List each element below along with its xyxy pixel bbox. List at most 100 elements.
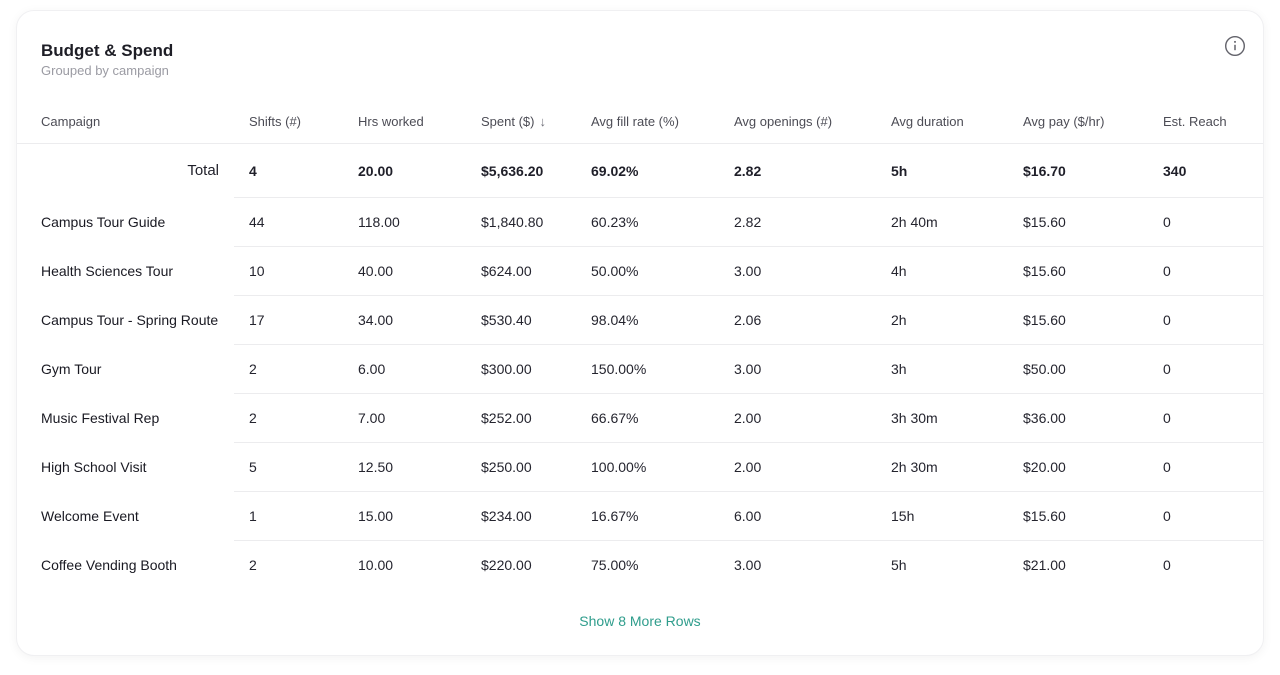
cell-hrs-worked: 10.00 (358, 557, 394, 573)
column-header-spent[interactable]: Spent ($) ↓ (466, 114, 576, 129)
campaign-name: Welcome Event (41, 507, 139, 524)
cell-avg-openings: 3.00 (734, 557, 762, 573)
campaign-name: Coffee Vending Booth (41, 556, 177, 573)
cell-spent: $250.00 (481, 459, 532, 475)
table-row: Welcome Event 1 15.00 $234.00 16.67% 6.0… (17, 491, 1263, 540)
cell-spent: $252.00 (481, 410, 532, 426)
cell-avg-pay: $21.00 (1023, 557, 1066, 573)
column-header-campaign[interactable]: Campaign (17, 114, 234, 143)
table-row: Campus Tour - Spring Route 17 34.00 $530… (17, 295, 1263, 344)
cell-avg-pay: $36.00 (1023, 410, 1066, 426)
sort-arrow-down-icon: ↓ (539, 114, 546, 129)
table-row: Gym Tour 2 6.00 $300.00 150.00% 3.00 3h … (17, 344, 1263, 393)
column-header-label: Spent ($) (481, 114, 535, 129)
cell-est-reach: 0 (1163, 410, 1171, 426)
column-header-label: Campaign (41, 114, 101, 129)
cell-avg-openings: 2.00 (734, 410, 762, 426)
table-row: Coffee Vending Booth 2 10.00 $220.00 75.… (17, 540, 1263, 589)
cell-avg-fill-rate: 100.00% (591, 459, 647, 475)
total-shifts: 4 (249, 162, 257, 179)
cell-avg-duration: 2h (891, 312, 907, 328)
table-header-row: Campaign Shifts (#) Hrs worked Spent ($)… (17, 79, 1263, 144)
campaign-name: Campus Tour Guide (41, 213, 166, 230)
cell-avg-openings: 3.00 (734, 361, 762, 377)
cell-avg-fill-rate: 75.00% (591, 557, 639, 573)
cell-spent: $300.00 (481, 361, 532, 377)
cell-hrs-worked: 12.50 (358, 459, 394, 475)
table-row: High School Visit 5 12.50 $250.00 100.00… (17, 442, 1263, 491)
page-title: Budget & Spend (41, 41, 174, 60)
cell-spent: $1,840.80 (481, 214, 544, 230)
cell-est-reach: 0 (1163, 312, 1171, 328)
cell-avg-pay: $15.60 (1023, 263, 1066, 279)
cell-avg-pay: $15.60 (1023, 508, 1066, 524)
cell-shifts: 2 (249, 557, 257, 573)
cell-spent: $624.00 (481, 263, 532, 279)
cell-shifts: 44 (249, 214, 265, 230)
table-row: Campus Tour Guide 44 118.00 $1,840.80 60… (17, 197, 1263, 246)
cell-hrs-worked: 15.00 (358, 508, 394, 524)
column-header-avg-duration[interactable]: Avg duration (891, 114, 964, 129)
table-body: Campus Tour Guide 44 118.00 $1,840.80 60… (17, 197, 1263, 589)
cell-est-reach: 0 (1163, 508, 1171, 524)
cell-est-reach: 0 (1163, 361, 1171, 377)
cell-est-reach: 0 (1163, 459, 1171, 475)
cell-hrs-worked: 40.00 (358, 263, 394, 279)
cell-hrs-worked: 34.00 (358, 312, 394, 328)
cell-shifts: 10 (249, 263, 265, 279)
cell-avg-openings: 6.00 (734, 508, 762, 524)
column-header-shifts[interactable]: Shifts (#) (249, 114, 302, 129)
cell-est-reach: 0 (1163, 557, 1171, 573)
cell-hrs-worked: 6.00 (358, 361, 386, 377)
column-header-avg-openings[interactable]: Avg openings (#) (734, 114, 833, 129)
column-header-avg-pay[interactable]: Avg pay ($/hr) (1023, 114, 1105, 129)
cell-avg-duration: 2h 40m (891, 214, 938, 230)
total-spent: $5,636.20 (481, 162, 544, 179)
cell-avg-fill-rate: 16.67% (591, 508, 639, 524)
cell-shifts: 5 (249, 459, 257, 475)
budget-spend-table: Campaign Shifts (#) Hrs worked Spent ($)… (17, 79, 1263, 629)
campaign-name: Gym Tour (41, 360, 102, 377)
cell-spent: $220.00 (481, 557, 532, 573)
cell-avg-pay: $15.60 (1023, 312, 1066, 328)
cell-avg-duration: 3h (891, 361, 907, 377)
column-header-hrs-worked[interactable]: Hrs worked (358, 114, 424, 129)
total-avg-pay: $16.70 (1023, 162, 1066, 179)
total-hrs-worked: 20.00 (358, 162, 394, 179)
cell-shifts: 17 (249, 312, 265, 328)
campaign-name: Campus Tour - Spring Route (41, 311, 219, 328)
total-avg-openings: 2.82 (734, 162, 762, 179)
budget-spend-card: Budget & Spend Grouped by campaign Campa… (16, 10, 1264, 656)
cell-avg-duration: 4h (891, 263, 907, 279)
cell-avg-fill-rate: 98.04% (591, 312, 639, 328)
column-header-avg-fill-rate[interactable]: Avg fill rate (%) (591, 114, 679, 129)
page-subtitle: Grouped by campaign (41, 63, 169, 78)
cell-shifts: 1 (249, 508, 257, 524)
cell-avg-openings: 2.82 (734, 214, 762, 230)
column-header-est-reach[interactable]: Est. Reach (1163, 114, 1227, 129)
cell-shifts: 2 (249, 361, 257, 377)
cell-spent: $234.00 (481, 508, 532, 524)
cell-avg-pay: $20.00 (1023, 459, 1066, 475)
cell-avg-openings: 2.06 (734, 312, 762, 328)
cell-avg-fill-rate: 50.00% (591, 263, 639, 279)
cell-avg-openings: 2.00 (734, 459, 762, 475)
total-avg-fill-rate: 69.02% (591, 162, 639, 179)
cell-avg-duration: 2h 30m (891, 459, 938, 475)
campaign-name: Health Sciences Tour (41, 262, 174, 279)
cell-hrs-worked: 118.00 (358, 214, 400, 230)
cell-avg-duration: 15h (891, 508, 915, 524)
cell-shifts: 2 (249, 410, 257, 426)
cell-est-reach: 0 (1163, 263, 1171, 279)
cell-avg-pay: $15.60 (1023, 214, 1066, 230)
total-row: Total 4 20.00 $5,636.20 69.02% 2.82 5h $… (17, 144, 1263, 197)
cell-avg-duration: 3h 30m (891, 410, 938, 426)
info-button[interactable] (1223, 35, 1247, 59)
cell-avg-fill-rate: 60.23% (591, 214, 639, 230)
show-more-rows-button[interactable]: Show 8 More Rows (579, 613, 701, 629)
cell-avg-openings: 3.00 (734, 263, 762, 279)
total-row-label: Total (187, 162, 219, 179)
card-header: Budget & Spend Grouped by campaign (17, 11, 1263, 79)
table-row: Music Festival Rep 2 7.00 $252.00 66.67%… (17, 393, 1263, 442)
info-icon (1224, 35, 1246, 60)
